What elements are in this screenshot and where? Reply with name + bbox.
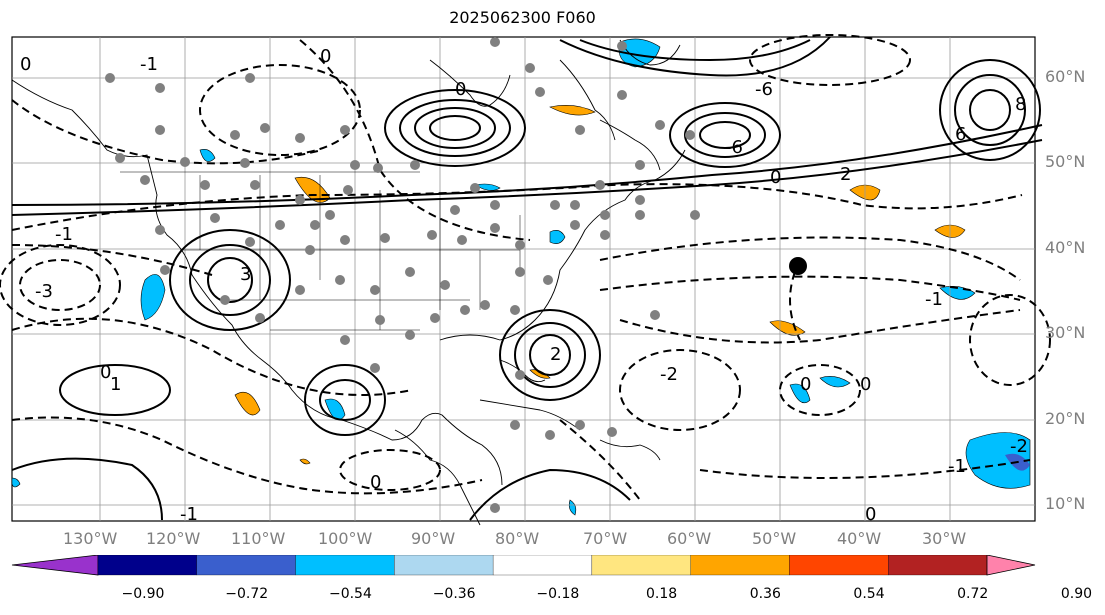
lat-label: 30°N	[1045, 323, 1086, 342]
contour-label: -1	[925, 289, 943, 310]
lat-label: 50°N	[1045, 152, 1086, 171]
contour-label: 0	[860, 374, 871, 395]
lat-label: 60°N	[1045, 67, 1086, 86]
contour-label: -6	[725, 137, 743, 158]
contour-label: 3	[240, 264, 251, 285]
lon-label: 80°W	[495, 529, 540, 548]
colorbar-tick-label: 0.72	[957, 586, 989, 602]
contour-label: 0	[800, 374, 811, 395]
contour-label: 2	[550, 344, 561, 365]
colorbar-segment	[690, 555, 790, 576]
colorbar	[11, 555, 1036, 576]
contour-label-group: 0 0 0 0 0 0 0 0 0 -1 -1 1 -1 -1 -1 -3 -6…	[20, 46, 1028, 525]
colorbar-tick-label: 0.90	[1060, 586, 1093, 602]
lon-label: 60°W	[667, 529, 712, 548]
contour-label: -2	[660, 364, 678, 385]
colorbar-tick-label: 0.54	[853, 586, 885, 602]
lat-label: 10°N	[1045, 494, 1086, 513]
borders	[120, 171, 521, 331]
lon-label: 40°W	[837, 529, 882, 548]
lon-label: 30°W	[922, 529, 967, 548]
contour-label: -1	[180, 504, 198, 525]
lon-label: 100°W	[318, 529, 373, 548]
contour-label: 8	[1015, 94, 1026, 115]
contour-label: -3	[35, 281, 53, 302]
lon-label: 90°W	[411, 529, 456, 548]
lon-label: 70°W	[583, 529, 628, 548]
lat-label: 40°N	[1045, 238, 1086, 257]
contour-label: 0	[100, 362, 111, 383]
contour-label: 0	[770, 167, 781, 188]
colorbar-segment	[394, 555, 494, 576]
colorbar-tick-label: −0.54	[328, 586, 372, 602]
colorbar-segment	[591, 555, 691, 576]
contour-label: 6	[955, 124, 966, 145]
colorbar-extend-left	[11, 555, 99, 576]
map-title: 2025062300 F060	[449, 8, 596, 27]
station-dots	[105, 37, 700, 513]
lon-label: 110°W	[231, 529, 286, 548]
contour-label: 1	[110, 374, 121, 395]
colorbar-tick-label: −0.18	[536, 586, 580, 602]
lon-label: 50°W	[752, 529, 797, 548]
lat-label: 20°N	[1045, 409, 1086, 428]
colorbar-extend-right	[986, 555, 1036, 576]
contour-label: -1	[55, 224, 73, 245]
colorbar-segment	[97, 555, 197, 576]
lon-label: 130°W	[63, 529, 118, 548]
colorbar-tick-label: −0.90	[121, 586, 165, 602]
contour-label: 0	[20, 54, 31, 75]
colorbar-tick-label: −0.36	[432, 586, 476, 602]
colorbar-tick-label: 0.36	[749, 586, 781, 602]
marker-dot	[789, 257, 807, 275]
contour-label: 0	[455, 79, 466, 100]
contour-label: -1	[140, 54, 158, 75]
contour-label: -1	[948, 456, 966, 477]
colorbar-tick-label: 0.18	[645, 586, 678, 602]
contours-dashed	[0, 34, 1051, 501]
colorbar-segment	[492, 555, 593, 576]
lon-label: 120°W	[146, 529, 201, 548]
colorbar-segment	[295, 555, 395, 576]
contour-label: 0	[320, 46, 331, 67]
colorbar-tick-label: −0.72	[225, 586, 269, 602]
contour-label: -2	[1010, 436, 1028, 457]
colorbar-segment	[888, 555, 988, 576]
contour-label: -6	[755, 79, 773, 100]
colorbar-segment	[196, 555, 296, 576]
contour-label: 0	[370, 472, 381, 493]
colorbar-segment	[789, 555, 889, 576]
map-frame	[11, 36, 1036, 522]
contour-label: 2	[840, 164, 851, 185]
contour-label: 0	[865, 504, 876, 525]
